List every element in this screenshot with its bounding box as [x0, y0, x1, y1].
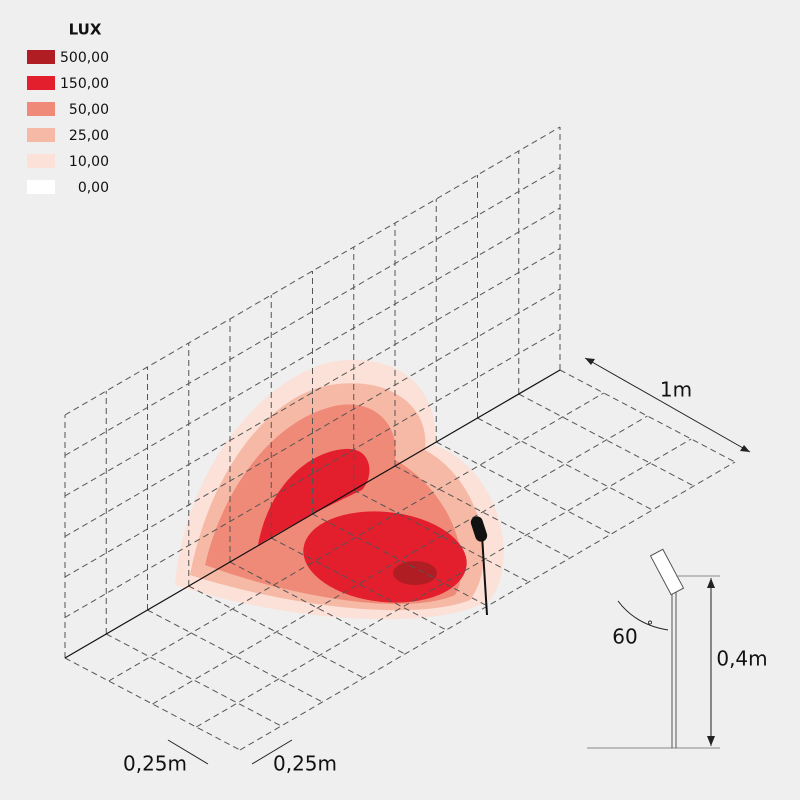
grid-line [64, 167, 561, 456]
grid-line [559, 369, 736, 463]
legend-label: 500,00 [60, 50, 109, 66]
legend-swatch [27, 180, 55, 194]
grid-line [239, 461, 736, 751]
dimension-label: 0,4m [716, 647, 767, 671]
grid-line [195, 438, 692, 728]
grid-line [64, 248, 561, 537]
legend-swatch [27, 76, 55, 90]
luminaire [470, 516, 488, 616]
grid-line [271, 537, 447, 631]
luminaire-head [470, 516, 488, 542]
angle-unit: ° [647, 620, 654, 635]
isolux-150-wall [258, 448, 370, 545]
grid-line [436, 441, 612, 535]
angle-arc [617, 600, 669, 631]
legend-label: 25,00 [69, 128, 109, 144]
luminaire-side [649, 548, 685, 596]
legend: 500,00 150,00 50,00 25,00 10,00 0,00 [27, 50, 109, 196]
dimension-label: 0,25m [123, 752, 187, 776]
grid-line [64, 126, 561, 416]
dimension-line [251, 739, 293, 765]
legend-label: 50,00 [69, 102, 109, 118]
luminaire-stake [481, 534, 488, 616]
grid-line [477, 417, 653, 511]
grid-line [394, 465, 571, 559]
legend-label: 150,00 [60, 76, 109, 92]
legend-title: LUX [69, 21, 102, 39]
grid-line [64, 329, 561, 618]
grid-line [518, 393, 694, 487]
legend-label: 10,00 [69, 154, 109, 170]
dimension-line [584, 357, 751, 453]
dimension-label: 0,25m [273, 752, 337, 776]
legend-label: 0,00 [78, 180, 109, 196]
grid-line [64, 207, 561, 497]
isolux-500 [393, 561, 437, 585]
legend-swatch [27, 50, 55, 64]
grid-line [108, 392, 605, 682]
grid-line [188, 585, 364, 679]
grid [64, 126, 736, 751]
grid-line [147, 609, 323, 703]
angle-label: 60 [612, 625, 637, 649]
grid-line [106, 633, 282, 727]
legend-swatch [27, 102, 55, 116]
grid-line [64, 657, 241, 751]
dimension-length: 1m [584, 357, 751, 453]
side-view: 0,4m 60 ° [587, 548, 768, 749]
grid-line [229, 561, 406, 655]
dimension-grid: 0,25m 0,25m [123, 739, 337, 776]
grid-line [152, 415, 648, 705]
dimension-label: 1m [660, 378, 692, 402]
legend-swatch [27, 128, 55, 142]
grid-line [64, 288, 561, 578]
dimension-line [167, 739, 209, 765]
grid-line [312, 513, 488, 607]
isolux-areas [175, 359, 504, 620]
wall-floor-edge [64, 369, 561, 659]
legend-swatch [27, 154, 55, 168]
grid-line [353, 489, 529, 583]
